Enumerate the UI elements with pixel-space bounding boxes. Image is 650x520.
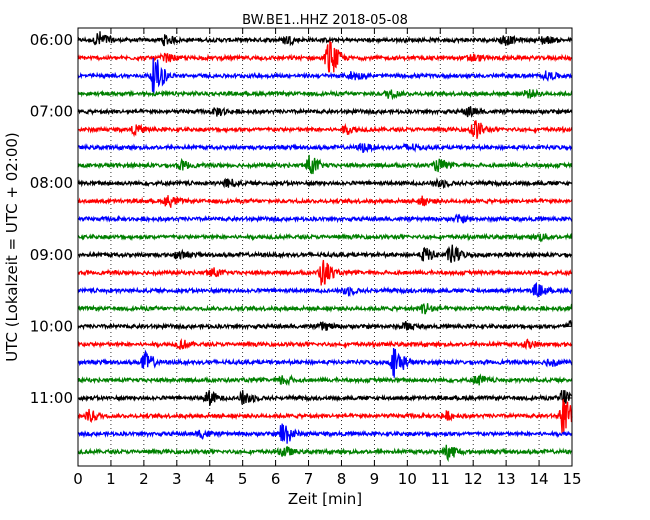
trace-line	[77, 142, 573, 154]
x-tick-label: 0	[73, 470, 83, 488]
x-tick-label: 12	[464, 470, 483, 488]
y-axis-ticks: 06:00 07:00 08:00 09:00 10:00 11:00	[30, 31, 572, 407]
trace-line	[77, 195, 573, 208]
y-tick-label: 08:00	[30, 174, 73, 192]
trace-line	[77, 41, 573, 73]
trace-line	[77, 106, 573, 118]
x-tick-label: 8	[337, 470, 347, 488]
x-tick-label: 1	[106, 470, 116, 488]
x-tick-label: 14	[530, 470, 549, 488]
y-tick-label: 10:00	[30, 317, 73, 335]
x-tick-label: 3	[172, 470, 182, 488]
trace-line	[77, 31, 573, 47]
trace-line	[77, 244, 573, 263]
x-axis-label: Zeit [min]	[288, 490, 362, 508]
x-tick-label: 10	[398, 470, 417, 488]
x-tick-label: 9	[370, 470, 380, 488]
trace-line	[77, 320, 573, 331]
y-tick-label: 11:00	[30, 389, 73, 407]
trace-line	[77, 88, 573, 101]
trace-line	[77, 347, 573, 378]
trace-line	[77, 390, 573, 408]
x-tick-label: 5	[238, 470, 248, 488]
x-tick-label: 6	[271, 470, 281, 488]
x-tick-label: 15	[562, 470, 581, 488]
x-tick-label: 7	[304, 470, 314, 488]
chart-title: BW.BE1..HHZ 2018-05-08	[242, 13, 408, 28]
trace-line	[77, 281, 573, 298]
y-axis-label: UTC (Lokalzeit = UTC + 02:00)	[3, 132, 21, 362]
trace-line	[77, 177, 573, 190]
trace-line	[77, 373, 573, 387]
trace-line	[77, 399, 573, 435]
trace-line	[77, 423, 573, 444]
seismic-traces	[77, 31, 573, 463]
trace-line	[77, 154, 573, 175]
x-axis-ticks: 0 1 2 3 4 5 6 7 8 9 10 11 12 13 14 15	[73, 28, 582, 488]
x-tick-label: 11	[431, 470, 450, 488]
x-tick-label: 13	[497, 470, 516, 488]
trace-line	[77, 213, 573, 224]
plot-frame	[77, 27, 573, 467]
x-tick-label: 2	[139, 470, 149, 488]
trace-line	[77, 302, 573, 315]
trace-line	[77, 57, 573, 95]
trace-line	[77, 444, 573, 463]
y-tick-label: 09:00	[30, 246, 73, 264]
x-tick-label: 4	[205, 470, 215, 488]
trace-line	[77, 120, 573, 139]
y-tick-label: 06:00	[30, 31, 73, 49]
trace-line	[77, 259, 572, 286]
y-tick-label: 07:00	[30, 103, 73, 121]
trace-line	[77, 337, 573, 351]
trace-line	[77, 232, 573, 243]
